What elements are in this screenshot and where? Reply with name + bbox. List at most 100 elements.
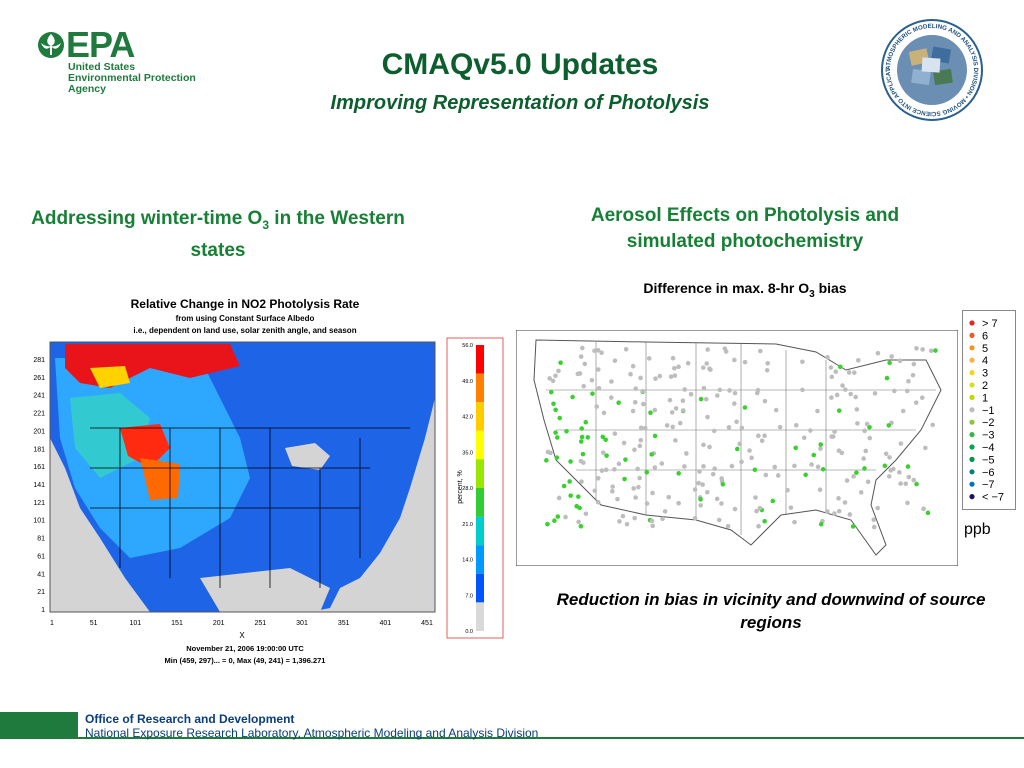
- monitor-site-dot: [579, 426, 584, 431]
- monitor-site-dot: [832, 429, 837, 434]
- monitor-site-dot: [652, 433, 658, 439]
- monitor-site-dot: [628, 371, 633, 377]
- monitor-site-dot: [553, 407, 558, 413]
- monitor-site-dot: [715, 393, 720, 398]
- monitor-site-dot: [630, 408, 636, 414]
- monitor-site-dot: [599, 350, 604, 356]
- colorbar-block: [476, 430, 484, 460]
- monitor-site-dot: [676, 500, 681, 506]
- monitor-site-dot: [808, 428, 813, 433]
- monitor-site-dot: [644, 470, 650, 475]
- monitor-site-dot: [854, 407, 860, 412]
- monitor-site-dot: [828, 365, 834, 370]
- left-heading-post: in the Western states: [190, 208, 405, 261]
- monitor-site-dot: [636, 484, 641, 490]
- monitor-site-dot: [633, 386, 638, 391]
- monitor-site-dot: [601, 410, 607, 416]
- monitor-site-dot: [839, 450, 845, 456]
- monitor-site-dot: [732, 506, 738, 512]
- monitor-site-dot: [653, 376, 658, 381]
- monitor-site-dot: [648, 410, 653, 415]
- monitor-site-dot: [577, 505, 582, 511]
- monitor-site-dot: [762, 433, 767, 439]
- monitor-site-dot: [662, 509, 668, 514]
- map-x-tick: 201: [213, 620, 225, 627]
- legend-dot: [969, 444, 975, 450]
- monitor-site-dot: [635, 466, 640, 472]
- monitor-site-dot: [637, 443, 643, 449]
- monitor-site-dot: [646, 356, 652, 361]
- amad-seal-icon: ATMOSPHERIC MODELING AND ANALYSIS DIVISI…: [880, 18, 983, 121]
- monitor-site-dot: [712, 466, 717, 471]
- monitor-site-dot: [887, 360, 892, 366]
- monitor-site-dot: [581, 383, 586, 389]
- monitor-site-dot: [642, 425, 648, 431]
- monitor-site-dot: [631, 486, 637, 491]
- monitor-site-dot: [836, 508, 842, 514]
- monitor-site-dot: [757, 505, 763, 511]
- monitor-site-dot: [906, 378, 911, 384]
- map-y-tick: 61: [37, 553, 45, 560]
- legend-dot: [969, 382, 975, 388]
- orange-patch-1: [120, 424, 170, 468]
- legend-label: −4: [982, 442, 995, 454]
- monitor-site-dot: [580, 345, 585, 351]
- map-y-tick: 201: [33, 428, 45, 435]
- monitor-site-dot: [621, 440, 627, 446]
- monitor-site-dot: [872, 391, 878, 396]
- map-y-tick: 261: [33, 375, 45, 382]
- monitor-site-dot: [785, 487, 790, 493]
- map-y-tick: 21: [37, 589, 45, 596]
- monitor-site-dot: [670, 424, 676, 430]
- monitor-site-dot: [820, 467, 826, 472]
- legend-dot: [969, 419, 975, 425]
- bias-difference-label: Difference in max. 8-hr O3 bias: [560, 280, 930, 300]
- monitor-site-dot: [720, 481, 726, 487]
- monitor-site-dot: [701, 464, 706, 469]
- monitor-site-dot: [809, 462, 814, 467]
- legend-dot: [969, 432, 975, 438]
- monitor-site-dot: [595, 347, 601, 353]
- monitor-site-dot: [582, 361, 588, 367]
- colorbar-block: [476, 545, 484, 574]
- monitor-site-dot: [753, 495, 758, 500]
- state-lines: [546, 342, 936, 535]
- map-x-tick: 401: [379, 620, 391, 627]
- monitor-site-dot: [840, 383, 845, 388]
- monitor-site-dot: [889, 354, 894, 359]
- monitor-site-dot: [732, 401, 737, 406]
- monitor-site-dot: [603, 467, 609, 473]
- monitor-site-dot: [725, 523, 731, 529]
- monitor-site-dot: [705, 347, 711, 352]
- monitor-site-dot: [923, 445, 928, 451]
- diff-pre: Difference in max. 8-hr O: [643, 280, 810, 296]
- great-lakes: [285, 443, 330, 470]
- monitor-site-dot: [704, 361, 710, 366]
- monitor-site-dot: [583, 419, 589, 425]
- monitor-site-dot: [701, 385, 707, 391]
- page-subtitle: Improving Representation of Photolysis: [330, 92, 710, 114]
- monitor-site-dot: [719, 501, 724, 506]
- monitor-site-dot: [638, 375, 643, 381]
- monitor-site-dot: [871, 524, 877, 530]
- epa-agency-name: United States Environmental Protection A…: [68, 62, 196, 95]
- monitor-site-dot: [818, 446, 823, 451]
- map-y-tick: 41: [37, 571, 45, 578]
- o3-bias-map: [516, 330, 958, 566]
- colorbar-tick: 0.0: [465, 629, 473, 635]
- monitor-site-dot: [905, 464, 911, 469]
- footer-office: Office of Research and Development: [85, 712, 295, 726]
- monitor-site-dot: [732, 357, 737, 363]
- monitor-site-dot: [610, 488, 615, 494]
- monitor-site-dot: [624, 521, 630, 527]
- monitor-site-dot: [616, 461, 622, 467]
- monitor-site-dot: [752, 467, 758, 473]
- colorbar-tick: 28.0: [462, 486, 473, 492]
- monitor-site-dot: [696, 480, 701, 486]
- monitor-site-dot: [739, 425, 745, 431]
- monitor-site-dot: [747, 448, 752, 453]
- monitor-site-dot: [818, 521, 824, 527]
- monitor-site-dot: [704, 489, 710, 495]
- monitor-site-dot: [815, 464, 821, 470]
